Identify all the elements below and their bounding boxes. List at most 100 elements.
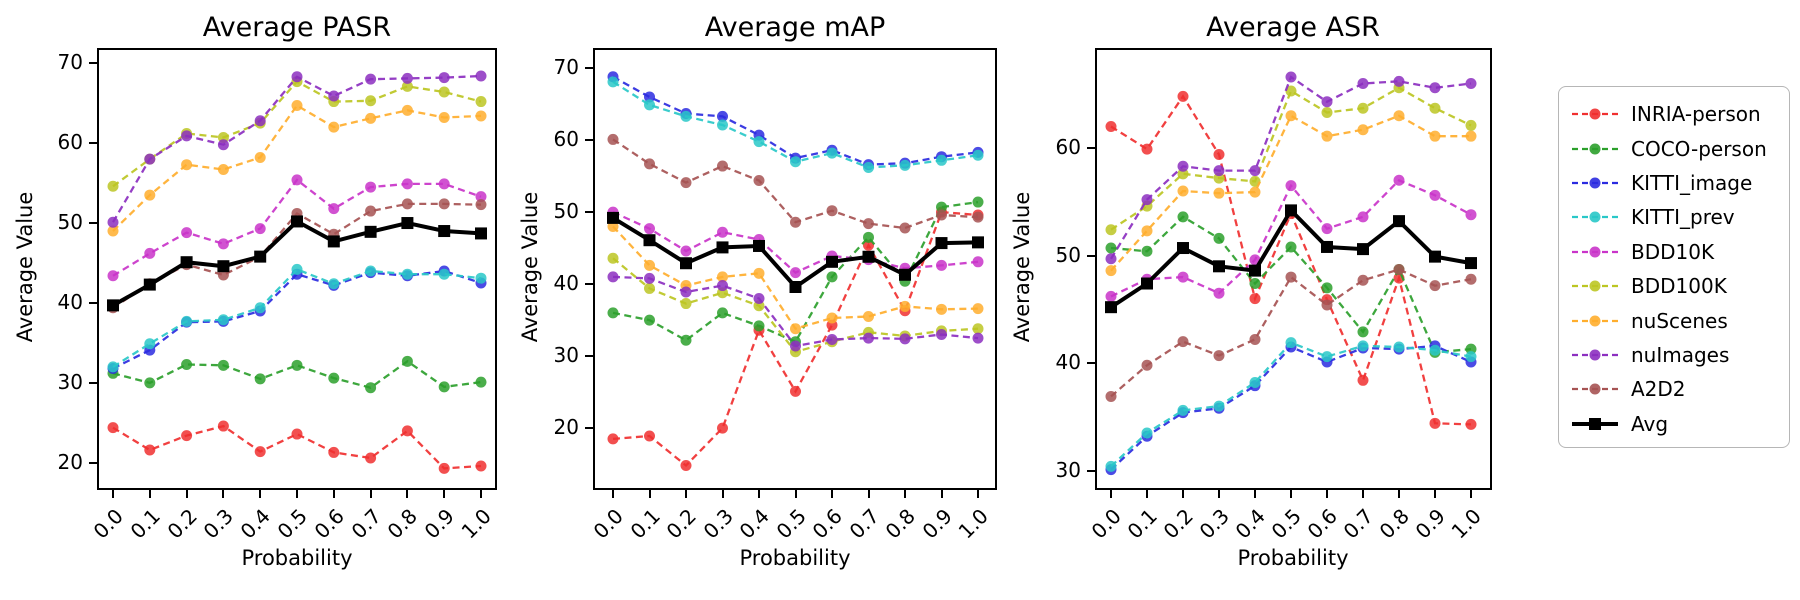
- x-tick-mark: [222, 490, 225, 498]
- legend-item-A2D2: A2D2: [1571, 372, 1777, 406]
- series-KITTI_image: [107, 265, 487, 375]
- series-nuImages: [1105, 71, 1477, 265]
- x-tick-label: 0.3: [198, 504, 239, 544]
- series-KITTI_prev: [607, 76, 984, 173]
- plot-area-asr: [1095, 48, 1492, 490]
- y-tick-label: 30: [1055, 457, 1081, 482]
- series-line-sample-icon: [1572, 211, 1618, 223]
- series-KITTI_prev: [107, 263, 487, 373]
- y-axis-label-map: Average Value: [518, 191, 542, 343]
- x-tick-mark: [112, 490, 114, 498]
- x-tick-label: 0.2: [661, 504, 701, 544]
- x-tick-mark: [1218, 490, 1220, 498]
- x-tick-mark: [1398, 490, 1400, 498]
- chart-title-asr: Average ASR: [1206, 12, 1380, 43]
- y-tick-mark: [1087, 147, 1095, 149]
- y-tick-label: 50: [57, 210, 83, 235]
- y-tick-label: 40: [1055, 350, 1081, 375]
- x-axis-label-pasr: Probability: [241, 546, 353, 570]
- x-tick-mark: [794, 490, 797, 498]
- series-nuScenes: [1105, 110, 1477, 277]
- chart-title-map: Average mAP: [704, 12, 886, 43]
- legend-item-nuImages: nuImages: [1571, 338, 1777, 372]
- y-tick-mark: [89, 62, 97, 65]
- legend-item-label: INRIA-person: [1631, 102, 1761, 127]
- y-tick-mark: [585, 211, 593, 214]
- legend-item-nuScenes: nuScenes: [1571, 303, 1777, 337]
- x-tick-label: 0.0: [1086, 504, 1126, 544]
- series-line-sample-icon: [1572, 280, 1618, 292]
- x-tick-label: 0.4: [1230, 504, 1270, 544]
- x-tick-label: 0.1: [625, 504, 665, 544]
- legend-box: INRIA-person COCO-person KITTI_image KITTI_…: [1558, 86, 1790, 448]
- x-tick-label: 1.0: [456, 504, 496, 544]
- x-tick-mark: [648, 490, 651, 498]
- y-tick-label: 20: [57, 449, 83, 474]
- series-line-sample-icon: [1572, 383, 1618, 395]
- y-tick-label: 60: [553, 127, 579, 152]
- x-tick-label: 0.5: [272, 504, 312, 544]
- y-tick-mark: [89, 461, 97, 464]
- y-tick-mark: [1087, 362, 1095, 365]
- series-COCO-person: [1105, 211, 1477, 358]
- series-BDD10K: [1105, 174, 1477, 302]
- x-tick-mark: [443, 490, 446, 498]
- x-tick-label: 0.7: [844, 504, 884, 544]
- legend-item-label: KITTI_image: [1631, 170, 1753, 195]
- avg-line-sample-icon: [1572, 417, 1618, 430]
- x-tick-mark: [406, 490, 409, 498]
- y-axis-label-pasr: Average Value: [13, 191, 37, 343]
- series-A2D2: [607, 133, 984, 234]
- legend-item-label: nuImages: [1631, 342, 1730, 367]
- x-tick-label: 0.2: [162, 504, 202, 544]
- legend-items: INRIA-person COCO-person KITTI_image KITTI_…: [1571, 97, 1777, 441]
- series-nuImages: [607, 271, 984, 352]
- x-tick-mark: [867, 490, 870, 498]
- y-axis-label-asr: Average Value: [1010, 191, 1034, 343]
- x-tick-mark: [1470, 490, 1472, 498]
- x-tick-mark: [1254, 490, 1256, 498]
- y-tick-label: 70: [57, 50, 83, 75]
- x-tick-mark: [148, 490, 151, 498]
- series-line-sample-icon: [1572, 177, 1618, 189]
- series-nuScenes: [107, 100, 487, 237]
- x-tick-label: 0.4: [734, 504, 774, 544]
- x-tick-mark: [1110, 490, 1112, 498]
- x-tick-label: 0.7: [346, 504, 386, 544]
- x-tick-mark: [685, 490, 687, 498]
- x-tick-label: 0.8: [880, 504, 920, 544]
- x-tick-label: 0.3: [1194, 504, 1234, 544]
- legend-item-label: BDD100K: [1631, 274, 1727, 299]
- series-INRIA-person: [607, 206, 984, 472]
- plot-area-map: [593, 48, 997, 490]
- x-tick-mark: [1146, 490, 1148, 498]
- legend-item-COCO-person: COCO-person: [1571, 131, 1777, 165]
- series-INRIA-person: [107, 420, 487, 474]
- series-COCO-person: [607, 196, 984, 348]
- y-tick-mark: [1087, 254, 1095, 257]
- y-tick-mark: [89, 301, 97, 304]
- series-BDD100K: [607, 252, 984, 358]
- x-tick-mark: [721, 490, 724, 498]
- series-A2D2: [107, 198, 487, 314]
- x-tick-label: 1.0: [1446, 504, 1486, 544]
- plot-area-pasr: [97, 48, 497, 490]
- y-tick-label: 30: [57, 369, 83, 394]
- legend-item-Avg: Avg: [1571, 407, 1777, 441]
- series-Avg: [1105, 204, 1477, 314]
- y-tick-mark: [585, 139, 593, 142]
- legend-item-KITTI_image: KITTI_image: [1571, 166, 1777, 200]
- series-nuImages: [107, 70, 487, 228]
- y-tick-label: 20: [553, 415, 579, 440]
- y-tick-mark: [585, 427, 593, 430]
- y-tick-label: 30: [553, 343, 579, 368]
- x-tick-label: 0.0: [588, 504, 628, 544]
- x-tick-mark: [296, 490, 298, 498]
- series-KITTI_prev: [1105, 337, 1477, 472]
- y-tick-mark: [1087, 469, 1095, 472]
- series-BDD10K: [607, 206, 984, 279]
- y-tick-label: 50: [553, 199, 579, 224]
- series-COCO-person: [107, 355, 487, 394]
- y-tick-label: 50: [1055, 242, 1081, 267]
